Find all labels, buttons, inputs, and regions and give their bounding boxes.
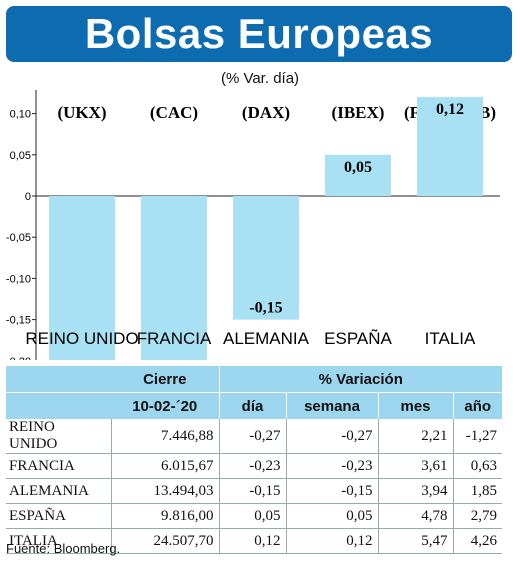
category-label: ESPAÑA xyxy=(324,329,392,348)
category-label: ITALIA xyxy=(425,329,476,348)
index-label: (UKX) xyxy=(57,103,106,122)
header-semana: semana xyxy=(285,392,378,419)
cell-country: ESPAÑA xyxy=(6,503,111,529)
cell-semana: -0,23 xyxy=(285,453,378,479)
index-label: (IBEX) xyxy=(332,103,385,122)
data-label: 0,12 xyxy=(436,101,464,118)
bars xyxy=(49,97,483,360)
table-row: ESPAÑA 9.816,00 0,05 0,05 4,78 2,79 xyxy=(6,503,503,529)
data-table: Cierre % Variación 10-02-´20 día semana … xyxy=(6,366,503,554)
index-labels: (UKX)(CAC)(DAX)(IBEX)(FTSE MIB) xyxy=(57,103,496,122)
data-label: -0,15 xyxy=(249,300,282,317)
source-note: Fuente: Bloomberg. xyxy=(6,541,121,556)
y-tick-label: -0,15 xyxy=(6,315,31,327)
header-date: 10-02-´20 xyxy=(111,392,219,419)
y-tick-label: 0 xyxy=(25,191,31,203)
cell-mes: 3,61 xyxy=(377,453,453,479)
cell-ano: 4,26 xyxy=(452,528,503,554)
bar xyxy=(49,196,115,360)
y-tick-label: -0,05 xyxy=(6,232,31,244)
header-variacion: % Variación xyxy=(218,366,503,393)
cell-country: ALEMANIA xyxy=(6,478,111,504)
header-ano: año xyxy=(452,392,503,419)
bar xyxy=(417,97,483,196)
chart-title: Bolsas Europeas xyxy=(84,10,434,57)
header-cierre: Cierre xyxy=(111,366,219,393)
category-label: REINO UNIDO xyxy=(25,329,138,348)
y-tick-label: 0,05 xyxy=(10,150,31,162)
cell-country: FRANCIA xyxy=(6,453,111,479)
cell-ano: 1,85 xyxy=(452,478,503,504)
cell-cierre: 6.015,67 xyxy=(110,453,219,479)
cell-dia: 0,12 xyxy=(218,528,286,554)
cell-semana: 0,12 xyxy=(285,528,378,554)
cell-cierre: 9.816,00 xyxy=(110,503,219,529)
header-dia: día xyxy=(218,392,286,419)
cell-mes: 3,94 xyxy=(377,478,453,504)
table-row: ALEMANIA 13.494,03 -0,15 -0,15 3,94 1,85 xyxy=(6,478,503,504)
cell-mes: 4,78 xyxy=(377,503,453,529)
title-banner: Bolsas Europeas xyxy=(6,6,512,62)
cell-cierre: 13.494,03 xyxy=(110,478,219,504)
table-row: ITALIA 24.507,70 0,12 0,12 5,47 4,26 xyxy=(6,528,503,554)
cell-cierre: 24.507,70 xyxy=(110,528,219,554)
data-label: 0,05 xyxy=(344,159,372,176)
cell-dia: -0,23 xyxy=(218,453,286,479)
cell-country: ITALIA xyxy=(6,528,111,554)
cell-dia: -0,15 xyxy=(218,478,286,504)
cell-semana: 0,05 xyxy=(285,503,378,529)
cell-dia: 0,05 xyxy=(218,503,286,529)
cell-dia: -0,27 xyxy=(218,419,286,454)
bar-chart: (UKX)(CAC)(DAX)(IBEX)(FTSE MIB) 0,150,10… xyxy=(6,90,500,360)
y-tick-label: 0,10 xyxy=(10,109,31,121)
cell-ano: 0,63 xyxy=(452,453,503,479)
header-blank xyxy=(6,366,111,393)
cell-ano: -1,27 xyxy=(452,419,503,454)
table-row: REINO UNIDO 7.446,88 -0,27 -0,27 2,21 -1,27 xyxy=(6,419,503,454)
data-labels: -0,27-0,23-0,150,050,12 xyxy=(249,101,464,317)
cell-mes: 5,47 xyxy=(377,528,453,554)
header-blank-2 xyxy=(6,392,111,419)
y-tick-label: -0,20 xyxy=(6,356,31,360)
cell-country: REINO UNIDO xyxy=(6,419,111,454)
y-tick-label: -0,10 xyxy=(6,273,31,285)
cell-cierre: 7.446,88 xyxy=(110,419,219,454)
cell-semana: -0,15 xyxy=(285,478,378,504)
bar xyxy=(325,154,391,196)
bar xyxy=(233,196,299,320)
cell-mes: 2,21 xyxy=(377,419,453,454)
header-mes: mes xyxy=(377,392,453,419)
bar xyxy=(141,196,207,360)
chart-subtitle: (% Var. día) xyxy=(220,70,300,87)
category-label: ALEMANIA xyxy=(223,329,310,348)
category-label: FRANCIA xyxy=(137,329,212,348)
table-row: FRANCIA 6.015,67 -0,23 -0,23 3,61 0,63 xyxy=(6,453,503,479)
index-label: (CAC) xyxy=(150,103,198,122)
cell-ano: 2,79 xyxy=(452,503,503,529)
index-label: (DAX) xyxy=(242,103,290,122)
cell-semana: -0,27 xyxy=(285,419,378,454)
